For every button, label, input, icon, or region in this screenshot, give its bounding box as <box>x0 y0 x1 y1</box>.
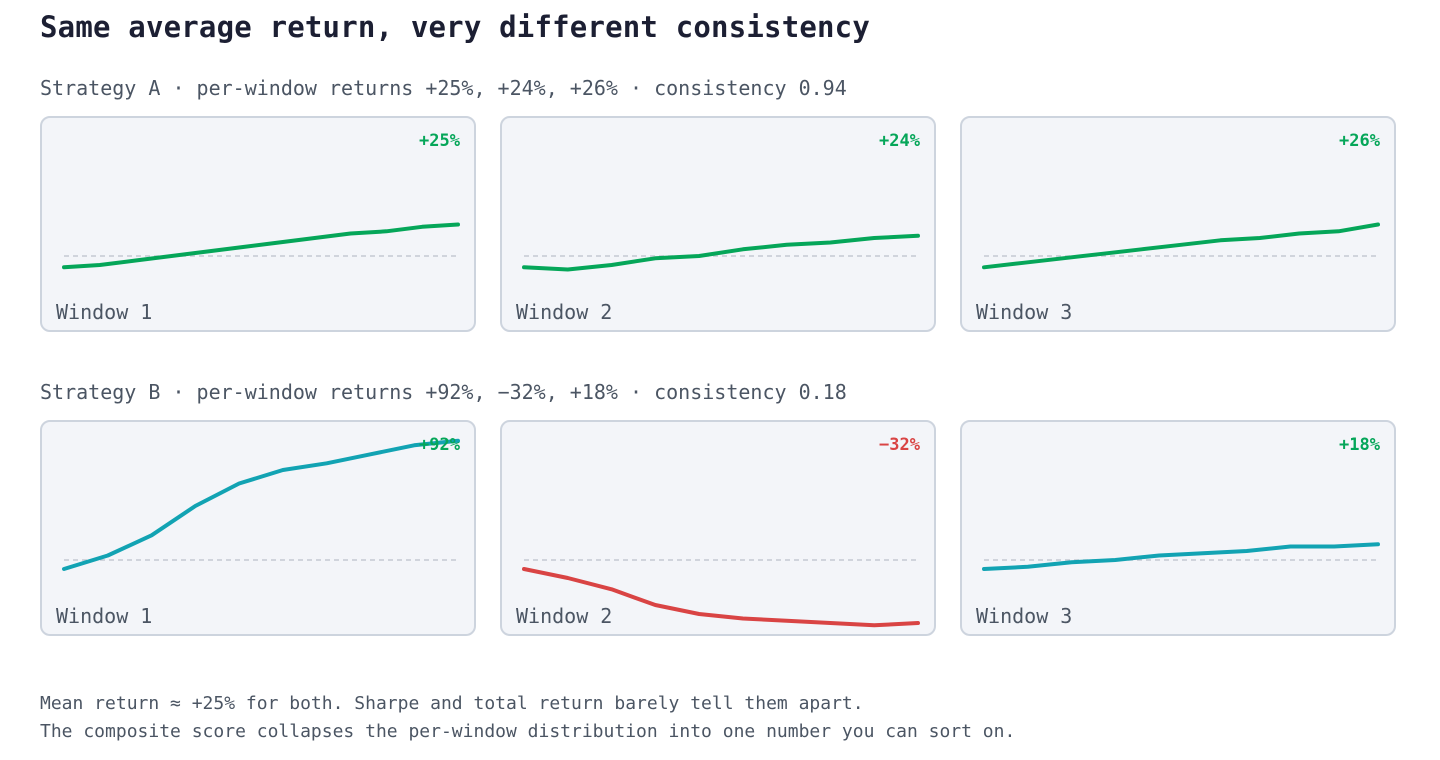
strategy-a-window-3-chart <box>982 222 1380 270</box>
strategy-b-window-2-chart <box>522 559 920 628</box>
strategy-b-window-2-panel: −32% Window 2 <box>500 420 936 636</box>
strategy-a-window-1-return: +25% <box>419 131 460 151</box>
strategy-b-window-1-series-line <box>62 438 460 571</box>
strategy-a-window-1-label: Window 1 <box>56 300 153 324</box>
strategy-a-window-2-series-line <box>522 233 920 272</box>
strategy-a-label: Strategy A · per-window returns +25%, +2… <box>40 76 847 100</box>
strategy-a-window-2-return: +24% <box>879 131 920 151</box>
strategy-a-window-3-return: +26% <box>1339 131 1380 151</box>
strategy-b-window-1-panel: +92% Window 1 <box>40 420 476 636</box>
strategy-a-window-3-label: Window 3 <box>976 300 1073 324</box>
strategy-b-window-2-label: Window 2 <box>516 604 613 628</box>
strategy-a-window-3-panel: +26% Window 3 <box>960 116 1396 332</box>
strategy-a-window-1-chart <box>62 222 460 270</box>
strategy-a-window-1-series-line <box>62 222 460 270</box>
strategy-b-window-3-panel: +18% Window 3 <box>960 420 1396 636</box>
strategy-b-window-1-return: +92% <box>419 435 460 455</box>
footnote-line-2: The composite score collapses the per-wi… <box>40 721 1016 742</box>
strategy-a-window-2-label: Window 2 <box>516 300 613 324</box>
strategy-b-window-3-return: +18% <box>1339 435 1380 455</box>
strategy-b-window-3-series-line <box>982 542 1380 571</box>
strategy-a-window-1-panel: +25% Window 1 <box>40 116 476 332</box>
strategy-b-window-1-label: Window 1 <box>56 604 153 628</box>
strategy-a-window-2-chart <box>522 233 920 272</box>
strategy-a-window-3-series-line <box>982 222 1380 270</box>
strategy-b-window-3-label: Window 3 <box>976 604 1073 628</box>
page-title: Same average return, very different cons… <box>40 10 870 44</box>
footnote-line-1: Mean return ≈ +25% for both. Sharpe and … <box>40 693 864 714</box>
strategy-b-window-2-return: −32% <box>879 435 920 455</box>
strategy-b-window-3-chart <box>982 542 1380 571</box>
strategy-b-window-2-series-line <box>522 567 920 628</box>
strategy-b-window-1-chart <box>62 438 460 571</box>
strategy-a-window-2-panel: +24% Window 2 <box>500 116 936 332</box>
strategy-b-label: Strategy B · per-window returns +92%, −3… <box>40 380 847 404</box>
